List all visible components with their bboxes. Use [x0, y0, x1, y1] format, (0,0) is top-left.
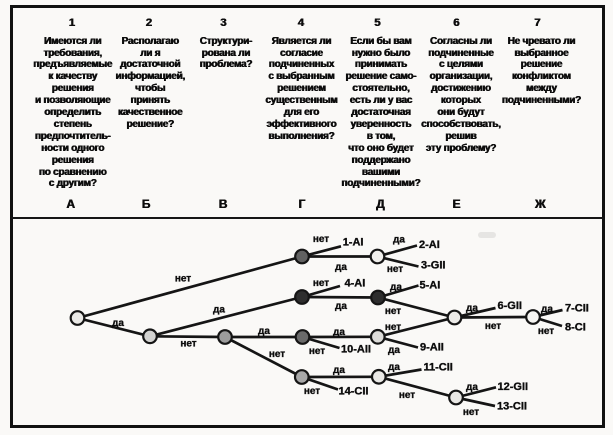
svg-text:нет: нет	[399, 390, 415, 401]
svg-text:да: да	[466, 303, 478, 314]
svg-text:да: да	[335, 301, 347, 312]
svg-text:да: да	[466, 382, 478, 393]
svg-text:да: да	[388, 362, 400, 373]
svg-text:да: да	[333, 365, 345, 376]
svg-text:нет: нет	[385, 306, 401, 317]
svg-text:да: да	[333, 327, 345, 338]
svg-text:да: да	[388, 345, 400, 356]
svg-text:да: да	[541, 304, 553, 315]
svg-text:нет: нет	[304, 386, 320, 397]
svg-text:11-CII: 11-CII	[424, 362, 453, 374]
svg-text:2-AI: 2-AI	[419, 239, 440, 251]
svg-text:8-CI: 8-CI	[565, 322, 586, 334]
svg-text:нет: нет	[485, 321, 501, 332]
svg-text:5-AI: 5-AI	[420, 280, 441, 292]
svg-text:14-CII: 14-CII	[339, 386, 369, 398]
svg-text:да: да	[112, 318, 124, 329]
svg-text:нет: нет	[385, 322, 401, 333]
svg-text:нет: нет	[538, 326, 554, 337]
svg-text:нет: нет	[180, 339, 196, 350]
svg-text:9-AII: 9-AII	[420, 342, 444, 354]
svg-text:10-AII: 10-AII	[341, 344, 371, 356]
svg-text:нет: нет	[175, 274, 191, 285]
svg-text:нет: нет	[313, 234, 329, 245]
svg-text:12-GII: 12-GII	[498, 381, 529, 393]
svg-text:3-GII: 3-GII	[421, 260, 445, 272]
svg-text:7-CII: 7-CII	[565, 303, 589, 315]
svg-text:нет: нет	[269, 349, 285, 360]
svg-text:нет: нет	[313, 278, 329, 289]
svg-text:13-CII: 13-CII	[497, 401, 527, 413]
svg-text:да: да	[335, 262, 347, 273]
svg-text:да: да	[258, 326, 270, 337]
svg-text:нет: нет	[387, 264, 403, 275]
svg-text:да: да	[390, 282, 402, 293]
svg-text:нет: нет	[463, 407, 479, 418]
svg-text:да: да	[213, 305, 225, 316]
svg-text:нет: нет	[309, 346, 325, 357]
svg-text:4-AI: 4-AI	[345, 278, 366, 290]
svg-text:6-GII: 6-GII	[498, 300, 522, 312]
svg-text:1-AI: 1-AI	[343, 236, 364, 248]
svg-text:да: да	[393, 235, 405, 246]
